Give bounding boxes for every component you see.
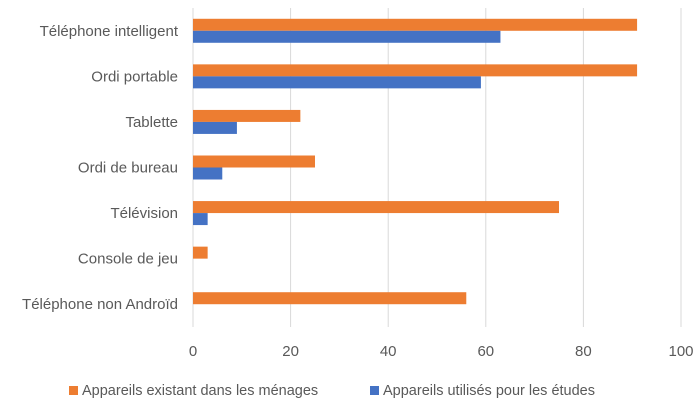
x-tick-60: 60 <box>477 343 494 360</box>
category-labels: Téléphone intelligent Ordi portable Tablet… <box>22 23 179 313</box>
bar-studies-0 <box>193 30 501 43</box>
category-label-0: Téléphone intelligent <box>40 23 179 40</box>
bar-households-3 <box>193 155 315 168</box>
bars <box>193 18 638 305</box>
legend-swatch-0 <box>69 386 78 395</box>
x-tick-0: 0 <box>189 343 197 360</box>
legend-label-1: Appareils utilisés pour les études <box>383 383 595 399</box>
category-label-1: Ordi portable <box>91 68 178 85</box>
legend-label-0: Appareils existant dans les ménages <box>82 383 318 399</box>
bar-households-2 <box>193 109 301 122</box>
category-label-2: Tablette <box>125 114 178 131</box>
x-tick-40: 40 <box>380 343 397 360</box>
x-tick-80: 80 <box>575 343 592 360</box>
legend-swatch-1 <box>370 386 379 395</box>
category-label-3: Ordi de bureau <box>78 160 178 177</box>
bar-households-4 <box>193 201 559 214</box>
bar-households-1 <box>193 64 638 77</box>
bar-studies-4 <box>193 213 208 226</box>
x-tick-labels: 0 20 40 60 80 100 <box>189 343 694 360</box>
category-label-6: Téléphone non Androïd <box>22 296 178 313</box>
bar-studies-3 <box>193 167 223 180</box>
bar-studies-1 <box>193 76 481 89</box>
category-label-5: Console de jeu <box>78 251 178 268</box>
bar-households-6 <box>193 292 467 305</box>
bar-studies-2 <box>193 121 237 134</box>
gridlines <box>192 8 682 327</box>
bar-households-0 <box>193 18 638 31</box>
legend: Appareils existant dans les ménages Appar… <box>69 383 595 399</box>
x-tick-100: 100 <box>668 343 693 360</box>
x-tick-20: 20 <box>282 343 299 360</box>
category-label-4: Télévision <box>110 205 178 222</box>
bar-households-5 <box>193 246 208 259</box>
